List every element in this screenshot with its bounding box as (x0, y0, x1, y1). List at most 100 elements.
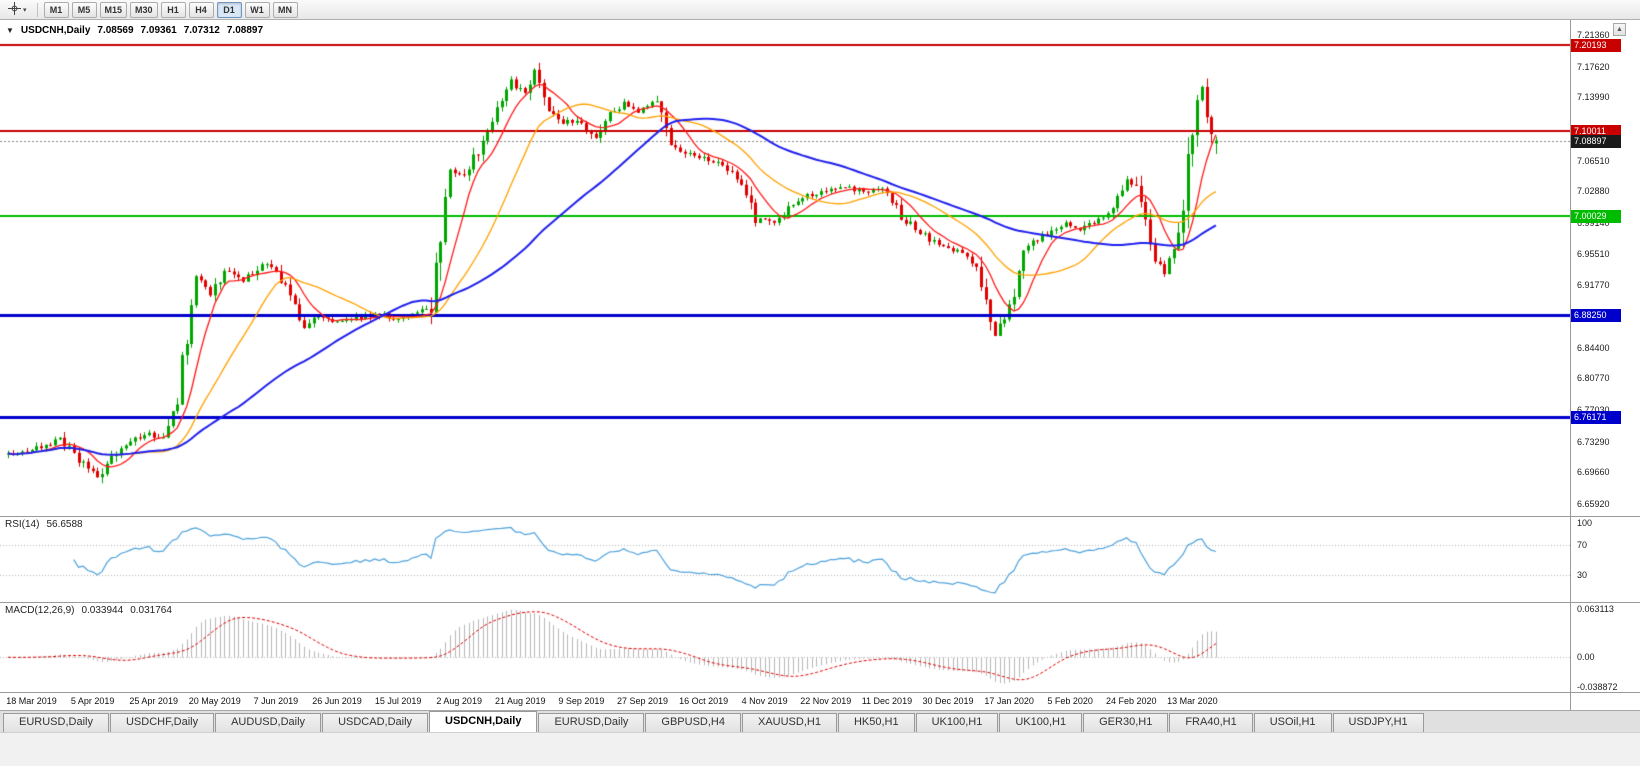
price-level-badge: 7.10011 (1571, 125, 1621, 138)
rsi-tick-label: 100 (1577, 518, 1593, 528)
date-tick-label: 9 Sep 2019 (558, 696, 605, 706)
date-tick-label: 4 Nov 2019 (741, 696, 788, 706)
price-tick-label: 6.73290 (1577, 436, 1610, 447)
toolbar: ▾ M1 M5 M15 M30 H1 H4 D1 W1 MN (0, 0, 1640, 20)
time-axis: 18 Mar 2019 5 Apr 2019 25 Apr 2019 20 May 2… (0, 692, 1640, 710)
price-tick-label: 7.02880 (1577, 186, 1610, 197)
date-tick-label: 7 Jun 2019 (253, 696, 299, 706)
rsi-axis: 100 70 30 (1570, 517, 1640, 602)
timeframe-button-m1[interactable]: M1 (43, 1, 69, 18)
tab-usdcad-daily[interactable]: USDCAD,Daily (322, 713, 429, 732)
chart-header: ▼ USDCNH,Daily 7.08569 7.09361 7.07312 7… (6, 25, 263, 36)
timeframe-button-mn[interactable]: MN (272, 1, 298, 18)
main-chart-pane: 7.213607.176207.139907.102507.065107.028… (0, 20, 1640, 516)
price-chart-canvas[interactable] (0, 20, 1570, 516)
timeframe-button-m30[interactable]: M30 (130, 1, 158, 18)
tab-gbpusd-h4[interactable]: GBPUSD,H4 (645, 713, 741, 732)
crosshair-tool-button[interactable]: ▾ (4, 1, 31, 18)
macd-tick-label: 0.063113 (1577, 604, 1614, 614)
symbol-period-label: USDCNH,Daily (20, 25, 91, 36)
tab-uk100-h1[interactable]: UK100,H1 (915, 713, 999, 732)
date-tick-label: 26 Jun 2019 (312, 696, 362, 706)
tab-ger30-h1[interactable]: GER30,H1 (1083, 713, 1169, 732)
date-tick-label: 17 Jan 2020 (984, 696, 1034, 706)
price-tick-label: 6.80770 (1577, 373, 1610, 384)
tab-hk50-h1[interactable]: HK50,H1 (837, 713, 915, 732)
price-tick-label: 7.13990 (1577, 92, 1610, 103)
macd-signal-value: 0.031764 (130, 605, 172, 616)
macd-canvas[interactable] (0, 603, 1570, 693)
crosshair-icon (8, 2, 21, 17)
rsi-value: 56.6588 (46, 519, 83, 530)
low-value: 7.07312 (183, 25, 220, 36)
price-level-badge: 6.76171 (1571, 411, 1621, 424)
date-tick-label: 21 Aug 2019 (495, 696, 546, 706)
rsi-tick-label: 70 (1577, 540, 1588, 551)
date-tick-label: 5 Feb 2020 (1047, 696, 1093, 706)
price-tick-label: 7.17620 (1577, 61, 1610, 72)
price-tick-label: 6.91770 (1577, 280, 1610, 291)
macd-axis: 0.063113 0.00 -0.038872 (1570, 603, 1640, 692)
tab-xauusd-h1[interactable]: XAUUSD,H1 (741, 713, 837, 732)
timeframe-button-group: M1 M5 M15 M30 H1 H4 D1 W1 MN (43, 1, 301, 18)
toolbar-separator (36, 2, 38, 17)
timeframe-button-d1[interactable]: D1 (216, 1, 242, 18)
date-tick-label: 2 Aug 2019 (436, 696, 482, 706)
high-value: 7.09361 (140, 25, 177, 36)
tab-usdjpy-h1[interactable]: USDJPY,H1 (1332, 713, 1424, 732)
status-bar (0, 732, 1640, 766)
timeframe-button-m5[interactable]: M5 (71, 1, 97, 18)
timeframe-button-m15[interactable]: M15 (99, 1, 128, 18)
price-tick-label: 6.77030 (1577, 405, 1610, 415)
macd-label: MACD(12,26,9) 0.033944 0.031764 (5, 605, 172, 616)
price-tick-label: 6.95510 (1577, 248, 1610, 259)
date-tick-label: 24 Feb 2020 (1106, 696, 1157, 706)
current-price-badge: 7.08897 (1571, 135, 1621, 148)
rsi-canvas[interactable] (0, 517, 1570, 603)
date-tick-label: 11 Dec 2019 (861, 696, 913, 706)
price-tick-label: 6.99140 (1577, 218, 1610, 229)
date-tick-label: 20 May 2019 (188, 696, 241, 706)
price-level-badge: 6.88250 (1571, 309, 1621, 322)
date-tick-label: 30 Dec 2019 (922, 696, 974, 706)
open-value: 7.08569 (97, 25, 134, 36)
date-tick-label: 22 Nov 2019 (800, 696, 852, 706)
axis-corner (1570, 693, 1640, 710)
tab-usdchf-daily[interactable]: USDCHF,Daily (109, 713, 215, 732)
timeframe-button-h1[interactable]: H1 (160, 1, 186, 18)
scroll-up-button[interactable]: ▲ (1613, 23, 1626, 36)
tab-fra40-h1[interactable]: FRA40,H1 (1169, 713, 1253, 732)
timeframe-button-h4[interactable]: H4 (188, 1, 214, 18)
close-value: 7.08897 (226, 25, 264, 36)
tab-eurusd-daily[interactable]: EURUSD,Daily (3, 713, 109, 732)
macd-name: MACD(12,26,9) (5, 605, 75, 616)
tab-usdcnh-daily[interactable]: USDCNH,Daily (429, 711, 538, 732)
rsi-label: RSI(14) 56.6588 (5, 519, 83, 530)
tab-uk100-h1[interactable]: UK100,H1 (999, 713, 1083, 732)
collapse-arrow-icon[interactable]: ▼ (6, 26, 14, 35)
price-level-badge: 7.00029 (1571, 210, 1621, 223)
price-tick-label: 7.06510 (1577, 155, 1610, 166)
chart-tab-bar: EURUSD,Daily USDCHF,Daily AUDUSD,Daily USDC… (0, 710, 1640, 732)
rsi-name: RSI(14) (5, 519, 40, 530)
date-tick-label: 25 Apr 2019 (129, 696, 178, 706)
tab-audusd-daily[interactable]: AUDUSD,Daily (215, 713, 322, 732)
macd-tick-label: -0.038872 (1577, 682, 1618, 692)
price-tick-label: 6.65920 (1577, 498, 1610, 509)
tab-usoil-h1[interactable]: USOil,H1 (1253, 713, 1332, 732)
rsi-indicator-pane: 100 70 30 RSI(14) 56.6588 (0, 516, 1640, 603)
tab-eurusd-daily[interactable]: EURUSD,Daily (538, 713, 645, 732)
price-axis: 7.213607.176207.139907.102507.065107.028… (1570, 20, 1640, 516)
macd-main-value: 0.033944 (81, 605, 124, 616)
macd-tick-label: 0.00 (1577, 652, 1595, 663)
macd-indicator-pane: 0.063113 0.00 -0.038872 MACD(12,26,9) 0.03… (0, 602, 1640, 693)
date-tick-label: 18 Mar 2019 (6, 696, 57, 706)
date-tick-label: 16 Oct 2019 (679, 696, 729, 706)
date-tick-label: 15 Jul 2019 (374, 696, 422, 706)
date-tick-label: 5 Apr 2019 (70, 696, 115, 706)
price-tick-label: 6.84400 (1577, 342, 1610, 353)
date-tick-label: 27 Sep 2019 (616, 696, 669, 706)
timeframe-button-w1[interactable]: W1 (244, 1, 270, 18)
date-tick-label: 13 Mar 2020 (1167, 696, 1218, 706)
